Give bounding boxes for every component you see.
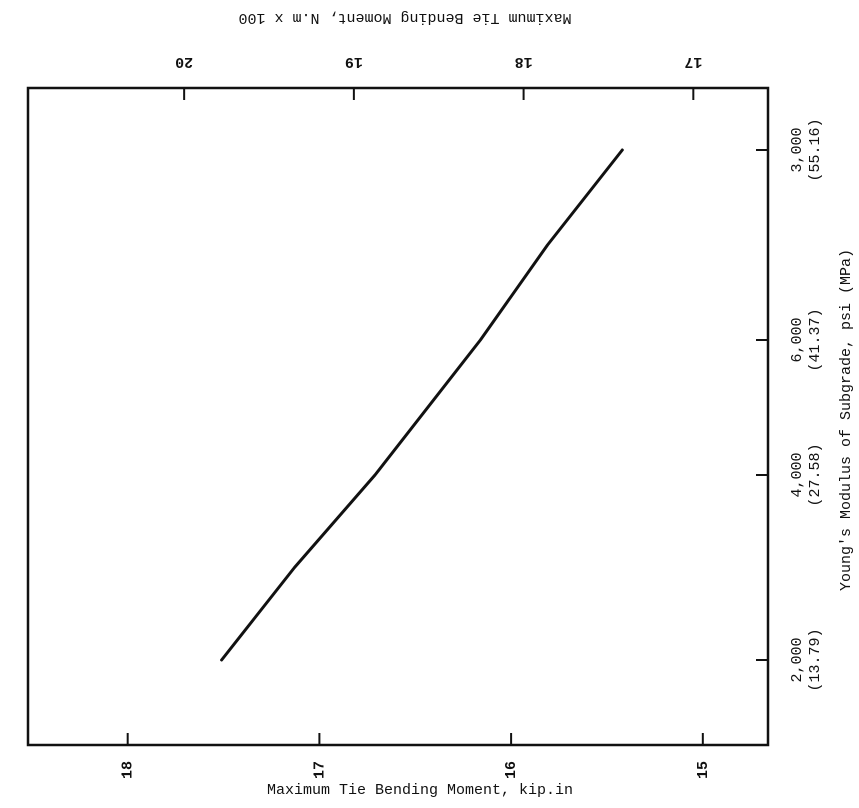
x2-tick-label: 19 <box>345 53 363 70</box>
y-tick-label: 6,000 <box>789 317 806 362</box>
y-axis-title: Young's Modulus of Subgrade, psi (MPa) <box>838 249 855 591</box>
y-tick-label-mpa: (27.58) <box>807 443 824 506</box>
x2-tick-label: 18 <box>515 53 533 70</box>
x2-axis-title: Maximum Tie Bending Moment, N.m x 100 <box>238 9 571 26</box>
plot-frame <box>26 86 770 747</box>
y-tick-label-mpa: (41.37) <box>807 308 824 371</box>
x2-tick-label: 20 <box>175 53 193 70</box>
y-tick-label-mpa: (55.16) <box>807 118 824 181</box>
y-tick-label: 4,000 <box>789 452 806 497</box>
y-tick-label: 2,000 <box>789 637 806 682</box>
curve <box>220 148 624 662</box>
x-tick-label: 18 <box>120 761 137 779</box>
y-tick-label: 3,000 <box>789 127 806 172</box>
x2-tick-label: 17 <box>684 53 702 70</box>
x-tick-label: 15 <box>695 761 712 779</box>
x-axis-title: Maximum Tie Bending Moment, kip.in <box>267 782 573 799</box>
y-tick-label-mpa: (13.79) <box>807 628 824 691</box>
x-tick-label: 17 <box>311 761 328 779</box>
x-tick-label: 16 <box>503 761 520 779</box>
